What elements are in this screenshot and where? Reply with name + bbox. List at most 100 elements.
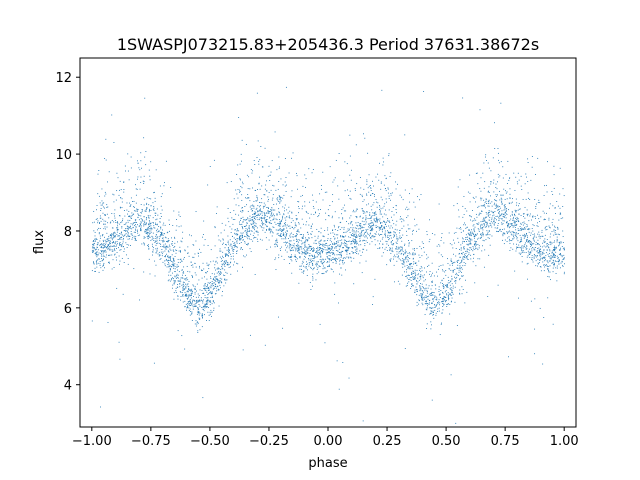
data-point xyxy=(552,205,554,207)
data-point xyxy=(224,260,226,262)
data-point xyxy=(551,242,553,244)
data-point xyxy=(187,270,189,272)
data-point xyxy=(312,277,314,279)
data-point xyxy=(159,185,161,187)
data-point xyxy=(398,255,399,257)
data-point xyxy=(301,243,303,245)
data-point xyxy=(306,247,308,249)
data-point xyxy=(218,289,220,291)
data-point xyxy=(273,243,275,245)
data-point xyxy=(481,250,483,252)
data-point xyxy=(434,309,436,311)
data-point xyxy=(335,243,337,245)
data-point xyxy=(308,259,310,261)
data-point xyxy=(303,271,305,273)
data-point xyxy=(145,228,147,230)
data-point xyxy=(553,262,555,264)
data-point xyxy=(179,258,181,260)
data-point xyxy=(408,281,410,283)
data-point xyxy=(407,257,409,259)
data-point xyxy=(477,258,479,260)
data-point xyxy=(344,239,346,241)
data-point xyxy=(451,261,453,263)
data-point xyxy=(353,283,355,285)
data-point xyxy=(406,256,408,258)
data-point xyxy=(146,202,148,204)
data-point xyxy=(350,198,352,200)
data-point xyxy=(375,211,377,213)
data-point xyxy=(428,264,430,266)
data-point xyxy=(144,97,146,99)
data-point xyxy=(454,286,456,288)
data-point xyxy=(225,260,227,262)
data-point xyxy=(401,252,403,254)
data-point xyxy=(130,217,132,219)
data-point xyxy=(250,239,252,240)
data-point xyxy=(488,237,490,239)
data-point xyxy=(408,278,410,280)
data-point xyxy=(121,227,123,229)
data-point xyxy=(463,258,465,260)
data-point xyxy=(487,233,489,235)
data-point xyxy=(275,257,277,259)
data-point xyxy=(103,220,105,222)
data-point xyxy=(321,262,323,264)
data-point xyxy=(237,263,239,265)
data-point xyxy=(435,284,437,286)
data-point xyxy=(318,271,320,273)
data-point xyxy=(476,233,478,235)
data-point xyxy=(372,204,374,206)
data-point xyxy=(316,268,318,270)
data-point xyxy=(154,215,156,216)
data-point xyxy=(114,231,116,233)
data-point xyxy=(137,209,139,211)
data-point xyxy=(473,249,475,250)
data-point xyxy=(313,207,315,209)
data-point xyxy=(353,257,355,259)
data-point xyxy=(363,211,365,212)
data-point xyxy=(317,237,319,239)
data-point xyxy=(249,334,251,336)
data-point xyxy=(227,247,229,249)
data-point xyxy=(330,248,332,250)
data-point xyxy=(217,279,219,281)
data-point xyxy=(399,237,401,239)
data-point xyxy=(413,278,414,280)
data-point xyxy=(514,209,516,211)
data-point xyxy=(421,294,423,296)
data-point xyxy=(499,228,501,230)
data-point xyxy=(116,252,118,254)
data-point xyxy=(346,253,348,255)
data-point xyxy=(116,287,118,289)
data-point xyxy=(460,228,462,230)
data-point xyxy=(135,237,136,239)
data-point xyxy=(405,251,407,253)
data-point xyxy=(539,250,541,252)
data-point xyxy=(555,213,556,215)
data-point xyxy=(195,320,197,322)
data-point xyxy=(289,225,291,227)
data-point xyxy=(194,286,196,288)
data-point xyxy=(253,220,254,222)
data-point xyxy=(103,228,105,230)
data-point xyxy=(385,178,387,180)
data-point xyxy=(480,190,482,192)
data-point xyxy=(548,225,550,227)
data-point xyxy=(547,297,549,299)
data-point xyxy=(117,221,118,223)
data-point xyxy=(502,223,504,225)
data-point xyxy=(522,235,524,237)
data-point xyxy=(432,314,434,316)
data-point xyxy=(308,262,310,263)
data-point xyxy=(242,210,244,212)
data-point xyxy=(212,260,214,262)
data-point xyxy=(252,204,254,206)
data-point xyxy=(280,235,282,237)
data-point xyxy=(301,271,303,273)
data-point xyxy=(370,220,372,222)
data-point xyxy=(123,248,125,250)
data-point xyxy=(91,270,93,272)
data-point xyxy=(145,223,147,225)
data-point xyxy=(262,205,264,207)
data-point xyxy=(411,286,413,288)
